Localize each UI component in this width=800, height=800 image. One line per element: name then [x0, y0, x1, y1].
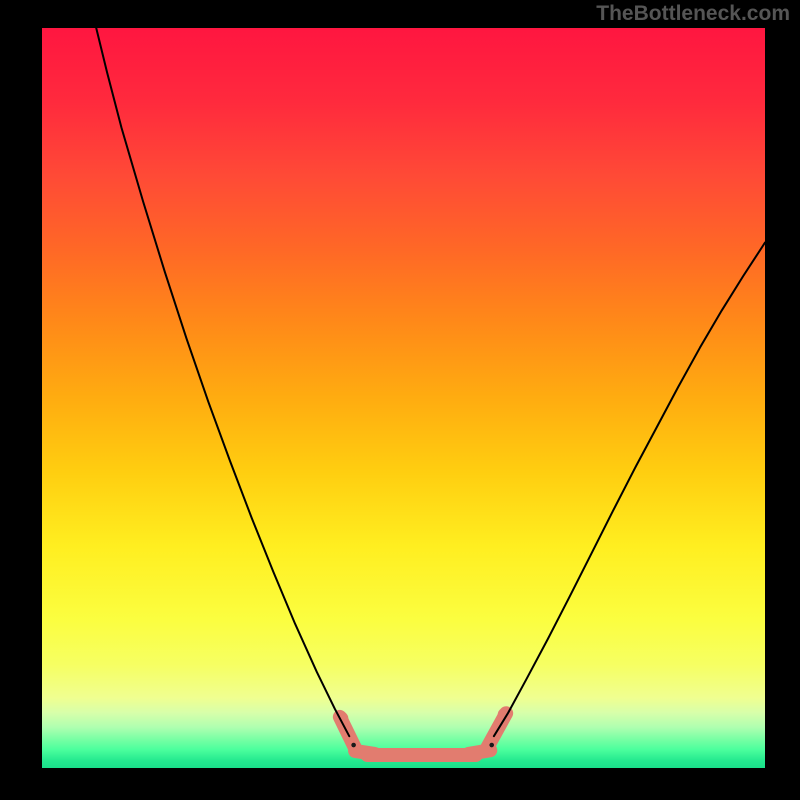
plot-area [42, 28, 765, 768]
indicator-dot [351, 743, 356, 748]
gradient-background [42, 28, 765, 768]
watermark-text: TheBottleneck.com [596, 2, 790, 26]
indicator-dot [489, 743, 494, 748]
chart-container: TheBottleneck.com [0, 0, 800, 800]
